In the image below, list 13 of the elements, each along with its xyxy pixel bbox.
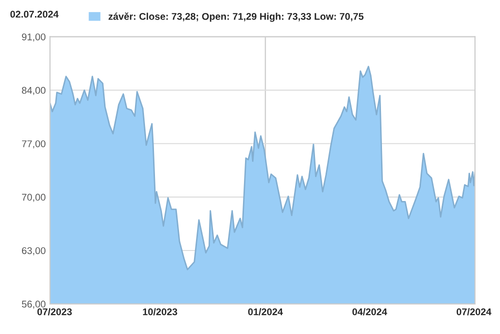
x-tick-label: 04/2024: [352, 308, 388, 316]
x-tick-label: 10/2023: [143, 308, 178, 316]
x-tick-label: 07/2023: [37, 308, 72, 316]
y-tick-label: 63,00: [22, 247, 46, 256]
text: 02.07.2024: [10, 10, 59, 18]
y-tick-label: 70,00: [22, 194, 46, 202]
x-tick-label: 01/2024: [248, 308, 283, 316]
x-tick-label: 07/2024: [456, 308, 492, 316]
y-tick-label: 84,00: [22, 86, 46, 95]
y-tick-label: 77,00: [22, 140, 46, 148]
legend-label: závěr: Close: 73,28; Open: 71,29 High: 73,33 Low: 70,75: [108, 12, 364, 22]
y-tick-label: 56,00: [22, 300, 46, 309]
y-tick-label: 91,00: [22, 33, 46, 42]
